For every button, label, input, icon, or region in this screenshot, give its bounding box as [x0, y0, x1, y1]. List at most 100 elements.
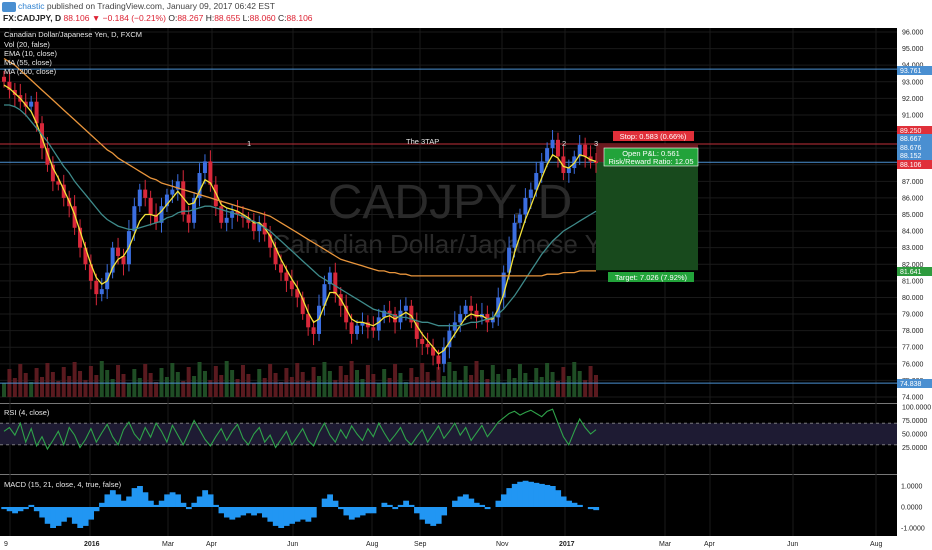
- volume-bar: [126, 383, 131, 397]
- volume-bar: [67, 376, 72, 397]
- macd-bar: [495, 500, 502, 507]
- candle-body: [355, 325, 360, 334]
- candle-body: [566, 168, 571, 174]
- time-axis[interactable]: 9 2016 Mar Apr Jun Aug Sep Nov 2017 Mar Apr Jun Aug: [4, 541, 883, 548]
- macd-bar: [158, 500, 165, 507]
- macd-bar: [191, 502, 198, 507]
- macd-bar: [88, 507, 95, 520]
- price-badge-text: 81.641: [900, 269, 922, 276]
- candle-body: [333, 272, 338, 295]
- volume-bar: [110, 379, 115, 397]
- volume-bar: [409, 368, 414, 397]
- ma-line: [4, 104, 597, 327]
- macd-bar: [104, 494, 111, 507]
- macd-bar: [452, 500, 458, 507]
- candle-body: [94, 280, 99, 295]
- volume-bars: [2, 361, 598, 397]
- volume-bar: [78, 371, 83, 397]
- volume-bar: [186, 367, 191, 397]
- macd-bar: [386, 504, 393, 507]
- macd-bar: [213, 504, 219, 507]
- candle-body: [425, 343, 430, 348]
- volume-bar: [121, 374, 126, 397]
- candle-body: [507, 247, 512, 273]
- pivot-label-3: 3: [594, 139, 598, 148]
- candle-body: [436, 355, 441, 364]
- ohlc-low-key: L:: [242, 13, 250, 23]
- volume-bar: [376, 383, 381, 397]
- candle-body: [257, 222, 262, 232]
- author-link[interactable]: chastic: [18, 1, 45, 11]
- macd-bar: [365, 507, 372, 514]
- volume-bar: [116, 365, 121, 397]
- macd-bar: [267, 507, 274, 522]
- macd-bar: [240, 507, 247, 516]
- ohlc-high: 88.655: [214, 13, 241, 23]
- candle-body: [34, 101, 39, 124]
- volume-bar: [40, 377, 45, 397]
- volume-bar: [474, 361, 479, 397]
- candle-body: [501, 272, 506, 298]
- long-position-tool[interactable]: Stop: 0.583 (0.66%) Open P&L: 0.561Risk/R…: [596, 131, 699, 282]
- macd-bar: [61, 507, 67, 522]
- candle-body: [56, 181, 61, 185]
- price-tick: 80.000: [902, 295, 924, 302]
- macd-bar: [126, 496, 133, 507]
- target-zone[interactable]: [596, 162, 698, 271]
- volume-bar: [311, 367, 316, 397]
- volume-bar: [56, 381, 61, 397]
- volume-bar: [23, 373, 28, 397]
- candle-body: [431, 347, 436, 356]
- candle-body: [164, 194, 169, 207]
- price-axis[interactable]: 96.00095.00094.00093.00092.00091.00090.0…: [902, 30, 924, 402]
- macd-bar: [218, 507, 225, 514]
- ohlc-close-key: C:: [278, 13, 287, 23]
- candle-body: [295, 289, 300, 298]
- volume-bar: [289, 377, 294, 397]
- candle-body: [170, 189, 175, 195]
- volume-bar: [349, 361, 354, 397]
- macd-bar: [468, 498, 475, 507]
- time-tick: Mar: [659, 541, 672, 548]
- candle-body: [327, 272, 332, 285]
- pivot-label-1: 1: [247, 139, 251, 148]
- macd-bar: [500, 494, 507, 507]
- volume-bar: [300, 372, 305, 397]
- macd-bar: [142, 492, 149, 507]
- macd-bar: [424, 507, 431, 524]
- candle-body: [376, 317, 381, 331]
- macd-bar: [12, 507, 18, 514]
- candle-body: [45, 148, 50, 165]
- macd-bar: [44, 507, 51, 524]
- candle-body: [420, 338, 425, 344]
- volume-bar: [240, 365, 245, 397]
- candle-body: [441, 347, 446, 364]
- rsi-tick: 75.0000: [902, 418, 927, 425]
- candle-body: [382, 310, 387, 318]
- candle-body: [110, 247, 115, 273]
- ohlc-low: 88.060: [249, 13, 276, 23]
- candle-body: [186, 214, 191, 223]
- candle-body: [224, 217, 229, 223]
- legend-ema: EMA (10, close): [4, 49, 57, 58]
- volume-bar: [175, 372, 180, 397]
- macd-bar: [66, 507, 73, 518]
- volume-bar: [34, 368, 39, 397]
- volume-bar: [393, 364, 398, 397]
- volume-bar: [181, 381, 186, 397]
- macd-bar: [354, 507, 361, 518]
- candle-body: [230, 211, 235, 218]
- price-badge: [897, 379, 932, 388]
- price-levels: [0, 68, 897, 384]
- legend-vol: Vol (20, false): [4, 40, 50, 49]
- candle-body: [202, 161, 207, 174]
- macd-bar: [256, 507, 263, 514]
- price-tick: 86.000: [902, 195, 924, 202]
- volume-bar: [572, 362, 577, 397]
- macd-bar: [164, 494, 171, 507]
- symbol-name: FX:CADJPY, D: [3, 13, 62, 23]
- macd-bar: [576, 504, 583, 507]
- price-tick: 93.000: [902, 79, 924, 86]
- rr-label: Risk/Reward Ratio: 12.05: [608, 157, 693, 166]
